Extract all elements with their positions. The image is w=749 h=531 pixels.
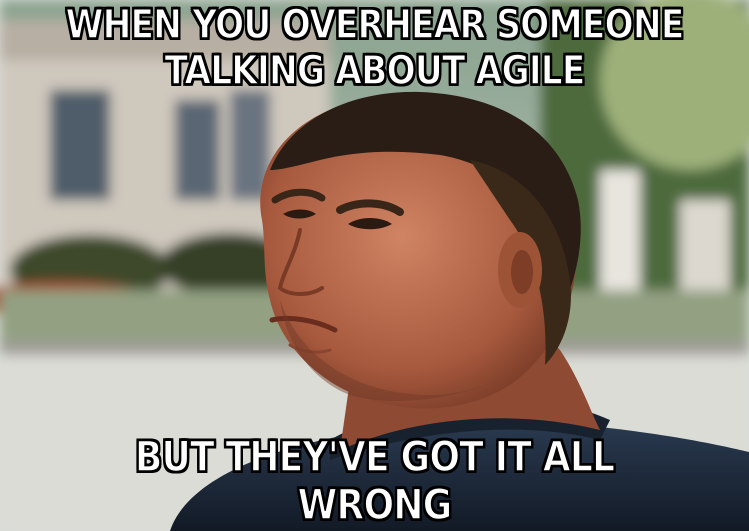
top-caption-line-2: TALKING ABOUT AGILE <box>164 47 586 95</box>
hair-shape <box>270 91 581 300</box>
right-eye <box>348 218 392 230</box>
mouth-shape <box>269 315 338 333</box>
jacket-shape <box>170 422 749 531</box>
bottom-caption: BUT THEY'VE GOT IT ALL WRONG <box>134 432 615 530</box>
top-caption-line-1: WHEN YOU OVERHEAR SOMEONE <box>65 1 685 49</box>
top-caption: WHEN YOU OVERHEAR SOMEONE TALKING ABOUT … <box>52 1 696 95</box>
left-eye <box>283 209 316 219</box>
